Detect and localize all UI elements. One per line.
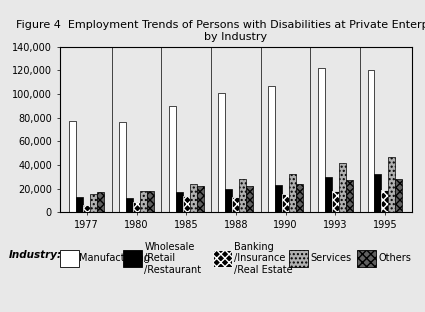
Bar — [133, 202, 140, 212]
Bar — [126, 198, 133, 212]
Text: Services: Services — [310, 253, 351, 263]
Bar — [275, 185, 282, 212]
Bar — [339, 163, 346, 212]
Bar — [246, 186, 253, 212]
Bar — [176, 192, 183, 212]
Text: Others: Others — [378, 253, 411, 263]
Bar — [332, 191, 339, 212]
Bar — [232, 197, 239, 212]
Text: Banking
/Insurance
/Real Estate: Banking /Insurance /Real Estate — [234, 241, 292, 275]
Bar — [268, 86, 275, 212]
Bar — [183, 196, 190, 212]
Bar — [239, 179, 246, 212]
Text: Industry:: Industry: — [8, 250, 62, 260]
Bar — [97, 192, 104, 212]
Bar — [76, 197, 83, 212]
Bar — [140, 191, 147, 212]
Bar — [296, 184, 303, 212]
Bar — [90, 194, 97, 212]
Bar — [197, 186, 204, 212]
Bar — [382, 190, 388, 212]
Bar — [218, 93, 225, 212]
Bar — [83, 205, 90, 212]
Text: Wholesale
/Retail
/Restaurant: Wholesale /Retail /Restaurant — [144, 241, 201, 275]
Bar — [325, 177, 332, 212]
Text: Manufacturing: Manufacturing — [79, 253, 150, 263]
Bar — [225, 188, 232, 212]
Bar — [388, 157, 395, 212]
Bar — [190, 184, 197, 212]
Bar — [282, 194, 289, 212]
Bar — [69, 121, 76, 212]
Bar — [346, 180, 353, 212]
Bar — [368, 71, 374, 212]
Bar — [374, 174, 382, 212]
Bar — [318, 68, 325, 212]
Bar — [147, 191, 154, 212]
Title: Figure 4  Employment Trends of Persons with Disabilities at Private Enterprises
: Figure 4 Employment Trends of Persons wi… — [17, 20, 425, 42]
Bar — [289, 174, 296, 212]
Bar — [169, 106, 176, 212]
Bar — [395, 179, 402, 212]
Bar — [119, 122, 126, 212]
